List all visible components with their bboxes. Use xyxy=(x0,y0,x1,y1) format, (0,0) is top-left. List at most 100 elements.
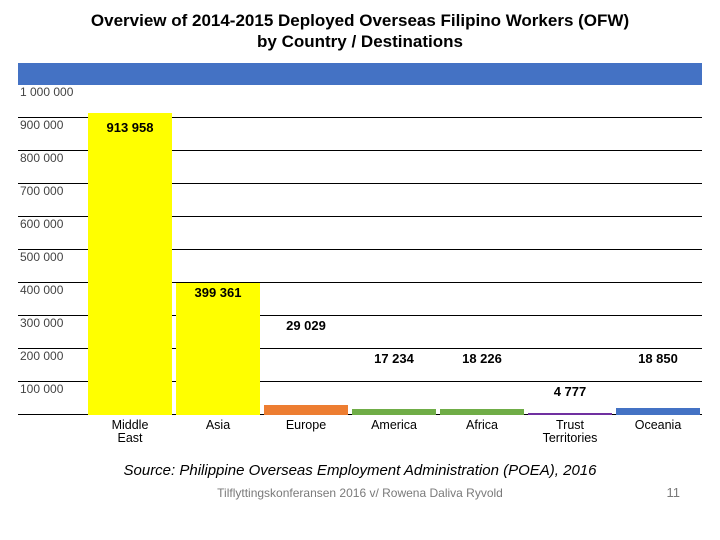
grid-cell xyxy=(438,316,526,349)
grid-cell xyxy=(526,349,614,382)
bar xyxy=(616,408,700,414)
plot-area: 913 958 399 361 29 029 17 23418 226 4 777 18 … xyxy=(86,85,702,415)
y-tick: 700 000 xyxy=(18,184,86,217)
chart-column: 18 226 xyxy=(438,85,526,415)
x-axis-label: America xyxy=(350,415,438,447)
x-axis-label: Africa xyxy=(438,415,526,447)
grid-cell xyxy=(262,151,350,184)
source-citation: Source: Philippine Overseas Employment A… xyxy=(18,462,702,479)
slide: Overview of 2014-2015 Deployed Overseas … xyxy=(0,0,720,540)
grid-cell xyxy=(174,184,262,217)
grid-cell xyxy=(614,250,702,283)
y-axis: 1 000 000900 000800 000700 000600 000500… xyxy=(18,85,86,415)
y-tick: 100 000 xyxy=(18,382,86,415)
grid-cell xyxy=(614,184,702,217)
y-tick: 500 000 xyxy=(18,250,86,283)
y-tick: 1 000 000 xyxy=(18,85,86,118)
grid-cell xyxy=(262,85,350,118)
bar xyxy=(352,409,436,415)
grid-cell xyxy=(526,184,614,217)
grid-cell xyxy=(614,85,702,118)
bar-chart: 1 000 000900 000800 000700 000600 000500… xyxy=(18,85,702,415)
grid-cell xyxy=(614,217,702,250)
bar-value-label: 4 777 xyxy=(526,384,614,399)
chart-column: 4 777 xyxy=(526,85,614,415)
x-axis-label: MiddleEast xyxy=(86,415,174,447)
bar xyxy=(528,413,612,415)
grid-cell xyxy=(526,283,614,316)
grid-cell xyxy=(438,283,526,316)
grid-cell xyxy=(438,85,526,118)
grid-cell xyxy=(174,151,262,184)
y-tick: 200 000 xyxy=(18,349,86,382)
grid-cell xyxy=(614,151,702,184)
x-axis-label: TrustTerritories xyxy=(526,415,614,447)
y-tick: 900 000 xyxy=(18,118,86,151)
y-tick: 400 000 xyxy=(18,283,86,316)
footnote: Tilflyttingskonferansen 2016 v/ Rowena D… xyxy=(70,486,650,500)
x-labels: MiddleEastAsiaEuropeAmericaAfricaTrustTe… xyxy=(86,415,702,447)
chart-column: 399 361 xyxy=(174,85,262,415)
grid-cell xyxy=(526,85,614,118)
page-number: 11 xyxy=(650,485,680,500)
bar-value-label: 18 850 xyxy=(614,351,702,366)
slide-footer: Tilflyttingskonferansen 2016 v/ Rowena D… xyxy=(18,479,702,500)
bar xyxy=(88,113,172,415)
y-tick: 600 000 xyxy=(18,217,86,250)
grid-cell xyxy=(438,250,526,283)
grid-cell xyxy=(174,118,262,151)
y-tick: 800 000 xyxy=(18,151,86,184)
grid-cell xyxy=(174,217,262,250)
grid-cell xyxy=(350,85,438,118)
grid-cell xyxy=(262,349,350,382)
y-tick: 300 000 xyxy=(18,316,86,349)
bar-value-label: 913 958 xyxy=(86,120,174,135)
grid-cell xyxy=(526,250,614,283)
x-axis-label: Oceania xyxy=(614,415,702,447)
grid-cell xyxy=(262,217,350,250)
grid-cell xyxy=(262,283,350,316)
chart-column: 17 234 xyxy=(350,85,438,415)
grid-cell xyxy=(350,250,438,283)
grid-cell xyxy=(438,217,526,250)
grid-cell xyxy=(262,118,350,151)
grid-cell xyxy=(350,184,438,217)
bar-value-label: 17 234 xyxy=(350,351,438,366)
grid-cell xyxy=(438,184,526,217)
grid-cell xyxy=(350,316,438,349)
grid-cell xyxy=(174,250,262,283)
bar-value-label: 29 029 xyxy=(262,318,350,333)
grid-cell xyxy=(526,316,614,349)
grid-cell xyxy=(438,118,526,151)
chart-column: 29 029 xyxy=(262,85,350,415)
grid-cell xyxy=(526,151,614,184)
page-title: Overview of 2014-2015 Deployed Overseas … xyxy=(18,10,702,53)
grid-cell xyxy=(614,316,702,349)
title-line-1: Overview of 2014-2015 Deployed Overseas … xyxy=(91,11,629,30)
grid-cell xyxy=(350,217,438,250)
axis-spacer xyxy=(18,415,86,447)
grid-cell xyxy=(350,151,438,184)
grid-cell xyxy=(526,217,614,250)
grid-cell xyxy=(614,118,702,151)
grid-cell xyxy=(262,250,350,283)
bar xyxy=(440,409,524,415)
header-band xyxy=(18,63,702,85)
x-axis: MiddleEastAsiaEuropeAmericaAfricaTrustTe… xyxy=(18,415,702,447)
grid-cell xyxy=(350,283,438,316)
grid-cell xyxy=(350,118,438,151)
bar xyxy=(264,405,348,415)
grid-cell xyxy=(438,151,526,184)
grid-cell xyxy=(526,118,614,151)
x-axis-label: Europe xyxy=(262,415,350,447)
grid-cell xyxy=(262,184,350,217)
chart-column: 913 958 xyxy=(86,85,174,415)
bar-value-label: 18 226 xyxy=(438,351,526,366)
x-axis-label: Asia xyxy=(174,415,262,447)
grid-cell xyxy=(614,283,702,316)
grid-cell xyxy=(174,85,262,118)
chart-column: 18 850 xyxy=(614,85,702,415)
bar-value-label: 399 361 xyxy=(174,285,262,300)
bar xyxy=(176,283,260,415)
title-line-2: by Country / Destinations xyxy=(257,32,463,51)
